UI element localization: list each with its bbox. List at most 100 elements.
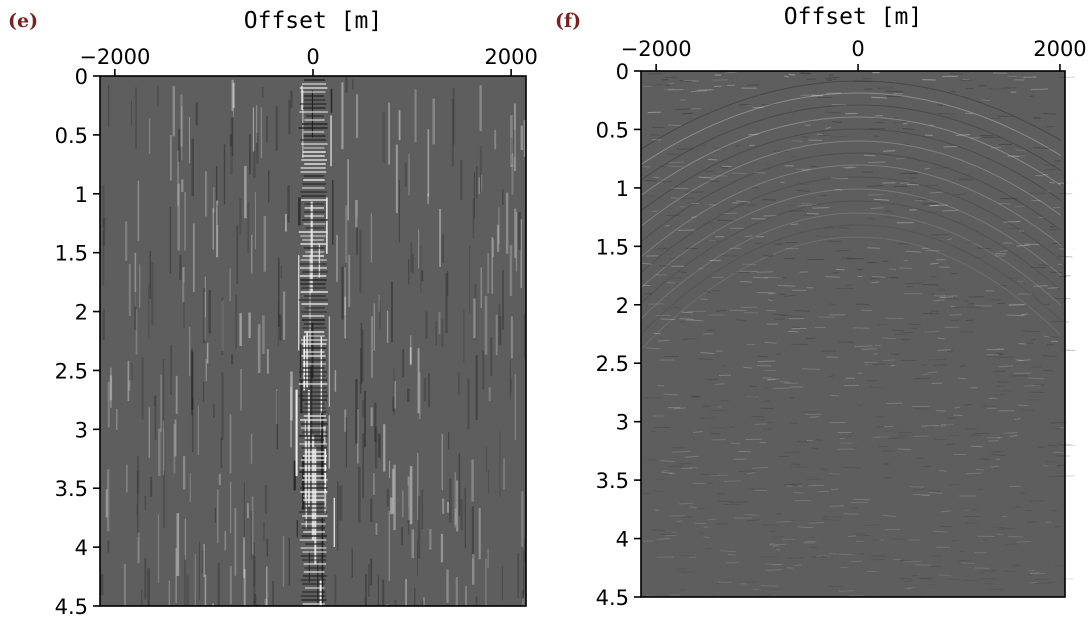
texture-mark xyxy=(735,319,746,322)
texture-mark xyxy=(663,393,678,396)
texture-mark xyxy=(954,193,967,196)
texture-mark xyxy=(665,224,670,227)
texture-mark xyxy=(817,490,830,493)
texture-mark xyxy=(820,554,831,557)
y-tick-label: 4 xyxy=(75,536,88,560)
seismic-image-e xyxy=(100,76,527,606)
texture-mark xyxy=(955,134,971,136)
texture-mark xyxy=(871,275,886,278)
texture-mark xyxy=(932,530,947,533)
texture-mark xyxy=(684,455,699,458)
y-tick-label: 2 xyxy=(75,301,88,325)
texture-mark xyxy=(889,353,899,356)
x-tick-label: −2000 xyxy=(621,37,692,61)
texture-mark xyxy=(939,469,948,472)
texture-mark xyxy=(698,267,704,270)
texture-mark xyxy=(784,451,800,454)
texture-mark xyxy=(707,158,718,161)
texture-mark xyxy=(1024,384,1041,387)
texture-mark xyxy=(803,540,817,543)
texture-mark xyxy=(963,508,978,511)
texture-mark xyxy=(748,487,767,490)
texture-mark xyxy=(712,79,728,81)
texture-mark xyxy=(780,181,785,184)
texture-mark xyxy=(997,528,1015,530)
texture-mark xyxy=(877,87,894,89)
texture-mark xyxy=(1043,335,1050,338)
texture-mark xyxy=(711,405,723,408)
texture-mark xyxy=(1044,521,1052,524)
texture-mark xyxy=(774,535,786,538)
texture-mark xyxy=(764,387,771,390)
texture-mark xyxy=(668,124,682,127)
texture-mark xyxy=(819,134,831,137)
texture-mark xyxy=(1007,314,1025,317)
texture-mark xyxy=(954,406,961,409)
y-tick-label: 0.5 xyxy=(596,118,629,142)
texture-mark xyxy=(901,120,907,123)
texture-mark xyxy=(789,422,798,425)
texture-mark xyxy=(652,490,665,492)
texture-mark xyxy=(958,377,967,380)
texture-mark xyxy=(738,470,756,473)
hyperbolic-event xyxy=(640,212,1062,319)
texture-mark xyxy=(660,460,675,462)
texture-mark xyxy=(769,543,786,546)
y-tick-label: 3 xyxy=(75,418,88,442)
hyperbolic-event xyxy=(640,104,1062,181)
texture-mark xyxy=(746,519,760,522)
texture-mark xyxy=(821,554,834,557)
texture-mark xyxy=(801,203,817,205)
texture-mark xyxy=(764,341,777,344)
texture-mark xyxy=(903,259,909,262)
y-tick-label: 0 xyxy=(75,65,88,89)
texture-mark xyxy=(652,126,665,129)
texture-mark xyxy=(806,212,819,215)
texture-mark xyxy=(679,321,685,323)
texture-mark xyxy=(809,521,825,524)
texture-mark xyxy=(838,590,855,592)
texture-mark xyxy=(1022,330,1041,333)
texture-mark xyxy=(870,207,884,209)
texture-mark xyxy=(747,472,756,475)
seismic-image-f xyxy=(640,71,1076,598)
texture-mark xyxy=(784,257,795,260)
texture-mark xyxy=(790,315,804,318)
texture-mark xyxy=(942,209,958,212)
texture-mark xyxy=(897,448,912,451)
texture-mark xyxy=(901,143,911,146)
x-tick-label: 0 xyxy=(306,45,319,69)
texture-mark xyxy=(913,377,931,380)
texture-mark xyxy=(938,574,952,577)
texture-mark xyxy=(882,515,896,517)
texture-mark xyxy=(806,478,821,481)
texture-mark xyxy=(664,84,670,86)
texture-mark xyxy=(950,305,955,308)
texture-mark xyxy=(1047,287,1059,289)
texture-mark xyxy=(932,364,947,366)
texture-mark xyxy=(723,480,742,482)
texture-mark xyxy=(674,567,688,570)
texture-mark xyxy=(825,126,831,129)
texture-mark xyxy=(1013,506,1020,509)
texture-mark xyxy=(893,333,909,336)
texture-mark xyxy=(744,514,760,516)
texture-mark xyxy=(811,447,818,450)
texture-mark xyxy=(791,155,797,158)
texture-mark xyxy=(667,88,684,91)
texture-mark xyxy=(834,188,843,191)
texture-mark xyxy=(828,303,836,306)
texture-mark xyxy=(657,339,670,342)
texture-mark xyxy=(871,96,887,99)
texture-mark xyxy=(641,492,650,495)
texture-mark xyxy=(779,314,787,317)
texture-mark xyxy=(845,284,852,286)
texture-mark xyxy=(707,518,717,521)
texture-mark xyxy=(748,133,759,136)
hyperbolic-event xyxy=(640,224,1062,335)
texture-mark xyxy=(777,284,796,287)
texture-mark xyxy=(873,353,878,355)
texture-mark xyxy=(888,268,897,271)
texture-mark xyxy=(767,299,773,302)
texture-mark xyxy=(746,581,758,583)
